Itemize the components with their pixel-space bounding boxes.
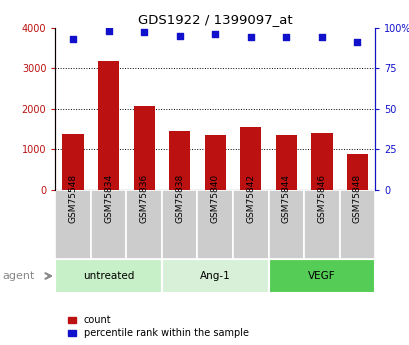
Point bbox=[176, 33, 182, 38]
Bar bbox=[55, 190, 91, 259]
Legend: count, percentile rank within the sample: count, percentile rank within the sample bbox=[68, 315, 248, 338]
Text: GSM75848: GSM75848 bbox=[352, 174, 361, 223]
Text: GSM75548: GSM75548 bbox=[68, 174, 77, 223]
Bar bbox=[339, 190, 374, 259]
Point bbox=[353, 39, 360, 45]
Bar bbox=[91, 190, 126, 259]
Bar bbox=[268, 259, 374, 293]
Bar bbox=[346, 155, 367, 190]
Text: GSM75844: GSM75844 bbox=[281, 174, 290, 223]
Bar bbox=[275, 135, 296, 190]
Point bbox=[141, 30, 147, 35]
Point bbox=[282, 34, 289, 40]
Bar bbox=[303, 190, 339, 259]
Text: agent: agent bbox=[2, 271, 34, 281]
Text: GSM75840: GSM75840 bbox=[210, 174, 219, 223]
Text: GSM75834: GSM75834 bbox=[104, 174, 113, 223]
Bar bbox=[98, 61, 119, 190]
Bar bbox=[62, 134, 83, 190]
Bar bbox=[310, 134, 332, 190]
Text: Ang-1: Ang-1 bbox=[199, 271, 230, 281]
Text: GSM75842: GSM75842 bbox=[246, 174, 255, 223]
Text: untreated: untreated bbox=[83, 271, 134, 281]
Text: GSM75838: GSM75838 bbox=[175, 174, 184, 223]
Point bbox=[318, 34, 324, 40]
Bar bbox=[197, 190, 232, 259]
Text: GSM75836: GSM75836 bbox=[139, 174, 148, 223]
Bar bbox=[240, 127, 261, 190]
Point bbox=[105, 28, 112, 33]
Text: VEGF: VEGF bbox=[307, 271, 335, 281]
Bar bbox=[169, 131, 190, 190]
Bar bbox=[162, 190, 197, 259]
Bar bbox=[133, 106, 155, 190]
Point bbox=[247, 34, 254, 40]
Bar bbox=[232, 190, 268, 259]
Bar bbox=[55, 259, 162, 293]
Bar bbox=[268, 190, 303, 259]
Point bbox=[70, 36, 76, 42]
Bar bbox=[204, 135, 225, 190]
Bar bbox=[162, 259, 268, 293]
Point bbox=[211, 31, 218, 37]
Title: GDS1922 / 1399097_at: GDS1922 / 1399097_at bbox=[137, 13, 292, 27]
Bar bbox=[126, 190, 162, 259]
Text: GSM75846: GSM75846 bbox=[317, 174, 326, 223]
